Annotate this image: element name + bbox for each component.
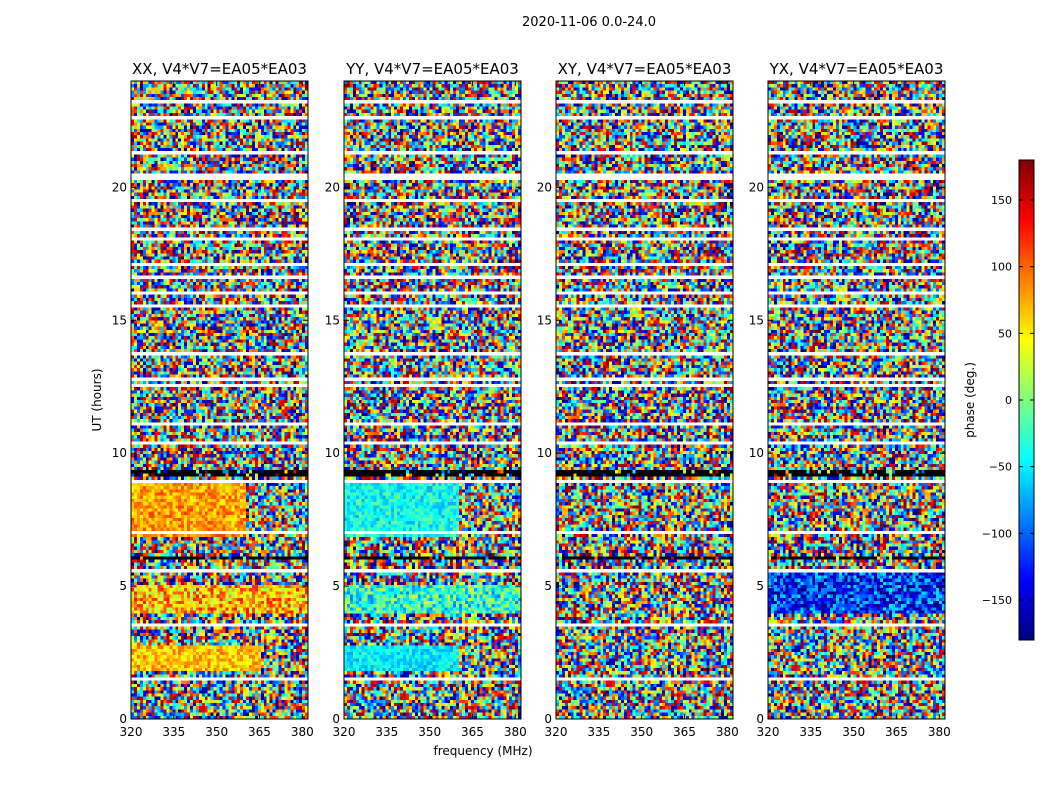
x-tick-label: 365 — [461, 725, 484, 739]
panel-xy: XY, V4*V7=EA05*EA03 320 335 350 365 380 0 5 10 15… — [537, 60, 739, 739]
y-tick-label: 15 — [325, 313, 340, 327]
y-tick-label: 5 — [119, 579, 127, 593]
x-tick-label: 320 — [120, 725, 143, 739]
x-tick-label: 350 — [842, 725, 865, 739]
y-tick-label: 5 — [544, 579, 552, 593]
y-tick-label: 0 — [119, 712, 127, 726]
y-tick-label: 0 — [544, 712, 552, 726]
panel-title: XY, V4*V7=EA05*EA03 — [558, 60, 732, 78]
y-tick-label: 20 — [325, 180, 340, 194]
x-tick-label: 380 — [716, 725, 739, 739]
y-tick-label: 10 — [537, 446, 552, 460]
x-tick-label: 350 — [630, 725, 653, 739]
y-tick-label: 20 — [749, 180, 764, 194]
y-tick-label: 10 — [325, 446, 340, 460]
y-tick-label: 15 — [749, 313, 764, 327]
x-tick-label: 320 — [757, 725, 780, 739]
colorbar-tick-label: 150 — [991, 194, 1012, 207]
colorbar-tick-label: 0 — [1005, 394, 1012, 407]
y-tick-label: 20 — [537, 180, 552, 194]
y-tick-label: 0 — [756, 712, 764, 726]
x-tick-label: 365 — [248, 725, 271, 739]
x-axis-label: frequency (MHz) — [433, 744, 532, 758]
x-tick-label: 335 — [587, 725, 610, 739]
panel-frame — [767, 80, 946, 720]
x-tick-label: 335 — [375, 725, 398, 739]
panel-heatmap-xx — [131, 81, 308, 719]
colorbar-tick-label: −100 — [982, 527, 1012, 540]
colorbar-tick-label: 50 — [998, 327, 1012, 340]
y-tick-label: 15 — [112, 313, 127, 327]
colorbar-tick-label: −150 — [982, 594, 1012, 607]
x-tick-label: 350 — [418, 725, 441, 739]
figure-title: 2020-11-06 0.0-24.0 — [522, 15, 656, 30]
x-tick-label: 335 — [162, 725, 185, 739]
panel-frame — [130, 80, 309, 720]
panel-title: YY, V4*V7=EA05*EA03 — [345, 60, 519, 78]
panel-yx: YX, V4*V7=EA05*EA03 320 335 350 365 380 0 5 10 15… — [749, 60, 951, 739]
panel-frame — [555, 80, 734, 720]
y-tick-label: 15 — [537, 313, 552, 327]
y-tick-label: 5 — [756, 579, 764, 593]
panel-yy: YY, V4*V7=EA05*EA03 320 335 350 365 380 0 5 10 15… — [325, 60, 527, 739]
y-tick-label: 5 — [332, 579, 340, 593]
x-tick-label: 365 — [885, 725, 908, 739]
y-tick-label: 20 — [112, 180, 127, 194]
y-axis-label: UT (hours) — [90, 368, 104, 431]
x-tick-label: 380 — [928, 725, 951, 739]
panels: XX, V4*V7=EA05*EA03 320 335 350 365 380 0 5 10 15… — [112, 60, 951, 739]
x-tick-label: 320 — [545, 725, 568, 739]
panel-heatmap-yy — [344, 81, 521, 719]
y-tick-label: 0 — [332, 712, 340, 726]
panel-heatmap-xy — [556, 81, 733, 719]
panel-title: YX, V4*V7=EA05*EA03 — [769, 60, 944, 78]
panel-title: XX, V4*V7=EA05*EA03 — [132, 60, 307, 78]
colorbar-label: phase (deg.) — [963, 362, 977, 438]
colorbar: 150 100 50 0 −50 −100 −150 — [982, 159, 1035, 641]
panel-xx: XX, V4*V7=EA05*EA03 320 335 350 365 380 0 5 10 15… — [112, 60, 314, 739]
colorbar-tick-label: 100 — [991, 261, 1012, 274]
panel-frame — [343, 80, 522, 720]
x-tick-label: 365 — [673, 725, 696, 739]
y-tick-label: 10 — [112, 446, 127, 460]
x-tick-label: 380 — [291, 725, 314, 739]
x-tick-label: 380 — [504, 725, 527, 739]
colorbar-tick-label: −50 — [989, 461, 1012, 474]
x-tick-label: 320 — [333, 725, 356, 739]
panel-heatmap-yx — [768, 81, 945, 719]
x-tick-label: 335 — [799, 725, 822, 739]
x-tick-label: 350 — [205, 725, 228, 739]
y-tick-label: 10 — [749, 446, 764, 460]
